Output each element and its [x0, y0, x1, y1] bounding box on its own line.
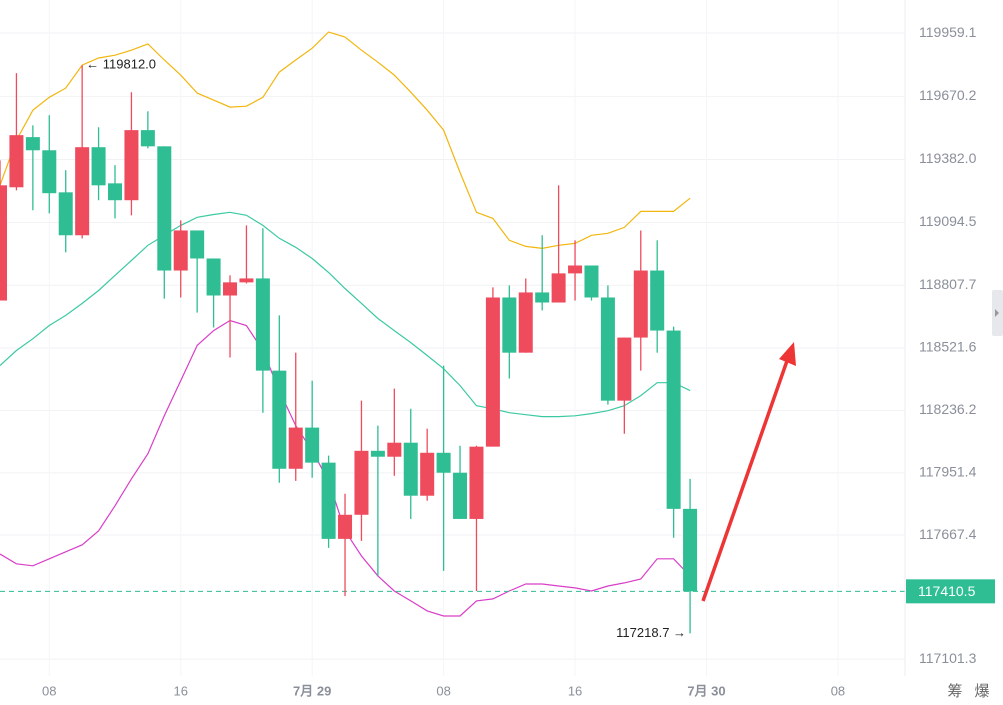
x-tick-label: 16 [173, 683, 187, 698]
candle-body [420, 452, 435, 496]
candle-body [617, 337, 632, 401]
candle-body [25, 137, 40, 151]
candle-body [485, 297, 500, 447]
candle-body [584, 265, 599, 298]
y-tick-label: 117101.3 [919, 650, 977, 666]
candle-body [0, 185, 7, 301]
candle-body [600, 297, 615, 401]
trend-arrow [701, 342, 796, 602]
candle-body [272, 370, 287, 469]
candle-body [239, 278, 254, 283]
candle-body [370, 450, 385, 457]
x-tick-label: 16 [568, 683, 582, 698]
toolbar-item[interactable]: 筹 [947, 683, 962, 700]
candle-body [75, 147, 90, 236]
candle-body [223, 282, 238, 296]
candle-body [568, 265, 583, 274]
candle-body [518, 292, 533, 353]
x-tick-label: 7月 29 [293, 683, 331, 698]
x-tick-label: 08 [831, 683, 845, 698]
y-tick-label: 119094.5 [919, 213, 977, 229]
y-tick-label: 118521.6 [919, 339, 977, 355]
candle-body [354, 450, 369, 515]
candle-body [535, 292, 550, 303]
y-tick-label: 119959.1 [919, 24, 977, 40]
candle-body [650, 270, 665, 331]
x-tick-label: 08 [436, 683, 450, 698]
candle-body [173, 230, 188, 271]
candle-body [387, 442, 402, 457]
candle-body [140, 130, 155, 147]
candle-body [551, 273, 566, 303]
candle-body [91, 147, 106, 186]
candle-body [42, 150, 57, 194]
candle-body [338, 514, 353, 539]
candle-body [502, 297, 517, 353]
candle-body [206, 258, 221, 296]
low-annotation: 117218.7 → [616, 625, 686, 640]
y-tick-label: 119670.2 [919, 87, 977, 103]
candle-body [453, 472, 468, 519]
y-tick-label: 118236.2 [919, 401, 977, 417]
candle-body [469, 446, 484, 519]
y-tick-label: 119382.0 [919, 150, 977, 166]
axes: 117101.3 117667.4 117951.4 118236.2 118521.6… [42, 24, 977, 699]
grid [0, 0, 905, 676]
current-price-label: 117410.5 [918, 583, 976, 599]
candle-body [124, 130, 139, 201]
candle-body [157, 146, 172, 271]
toolbar-item[interactable]: 爆 [974, 683, 989, 700]
candle-body [321, 462, 336, 539]
candle-body [255, 278, 270, 371]
candle-body [403, 442, 418, 496]
side-tab-icon [995, 309, 999, 317]
candle-body [305, 427, 320, 463]
candle-body [666, 330, 681, 509]
candle-body [58, 192, 73, 236]
y-tick-label: 117667.4 [919, 526, 977, 542]
candle-body [190, 230, 205, 259]
x-tick-label: 7月 30 [687, 683, 725, 698]
band-line [0, 211, 691, 418]
high-annotation: ← 119812.0 [86, 57, 156, 72]
candle-body [108, 183, 123, 201]
candle-body [9, 135, 24, 188]
x-tick-label: 08 [42, 683, 56, 698]
candle-body [288, 427, 303, 469]
candle-body [683, 508, 698, 592]
plot-area [0, 31, 905, 634]
y-tick-label: 117951.4 [919, 464, 977, 480]
y-tick-label: 118807.7 [919, 276, 977, 292]
candle-body [436, 452, 451, 473]
current-price-tag [906, 579, 995, 604]
candle-body [633, 270, 648, 338]
